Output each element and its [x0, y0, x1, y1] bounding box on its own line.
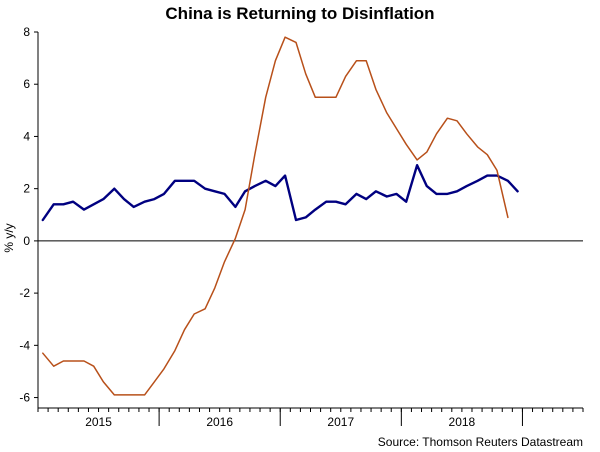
- x-tick-label: 2017: [327, 415, 354, 429]
- chart-title: China is Returning to Disinflation: [165, 4, 434, 23]
- source-note: Source: Thomson Reuters Datastream: [378, 435, 583, 449]
- y-tick-label: -2: [19, 286, 30, 300]
- y-tick-label: 2: [23, 182, 30, 196]
- y-tick-label: -4: [19, 338, 30, 352]
- series-line-1: [41, 164, 519, 222]
- y-tick-label: 0: [23, 234, 30, 248]
- axes: 8 6 4 2 0 -2 -4 -6 2015 2016 2017 2018: [19, 25, 584, 429]
- x-tick-label: 2016: [206, 415, 233, 429]
- y-tick-label: 4: [23, 129, 30, 143]
- y-tick-label: 6: [23, 77, 30, 91]
- y-tick-label: -6: [19, 391, 30, 405]
- x-tick-label: 2018: [449, 415, 476, 429]
- y-axis-label: % y/y: [2, 223, 16, 252]
- series-line-2: [42, 36, 509, 396]
- y-tick-label: 8: [23, 25, 30, 39]
- series-layer: [41, 36, 519, 396]
- x-tick-label: 2015: [85, 415, 112, 429]
